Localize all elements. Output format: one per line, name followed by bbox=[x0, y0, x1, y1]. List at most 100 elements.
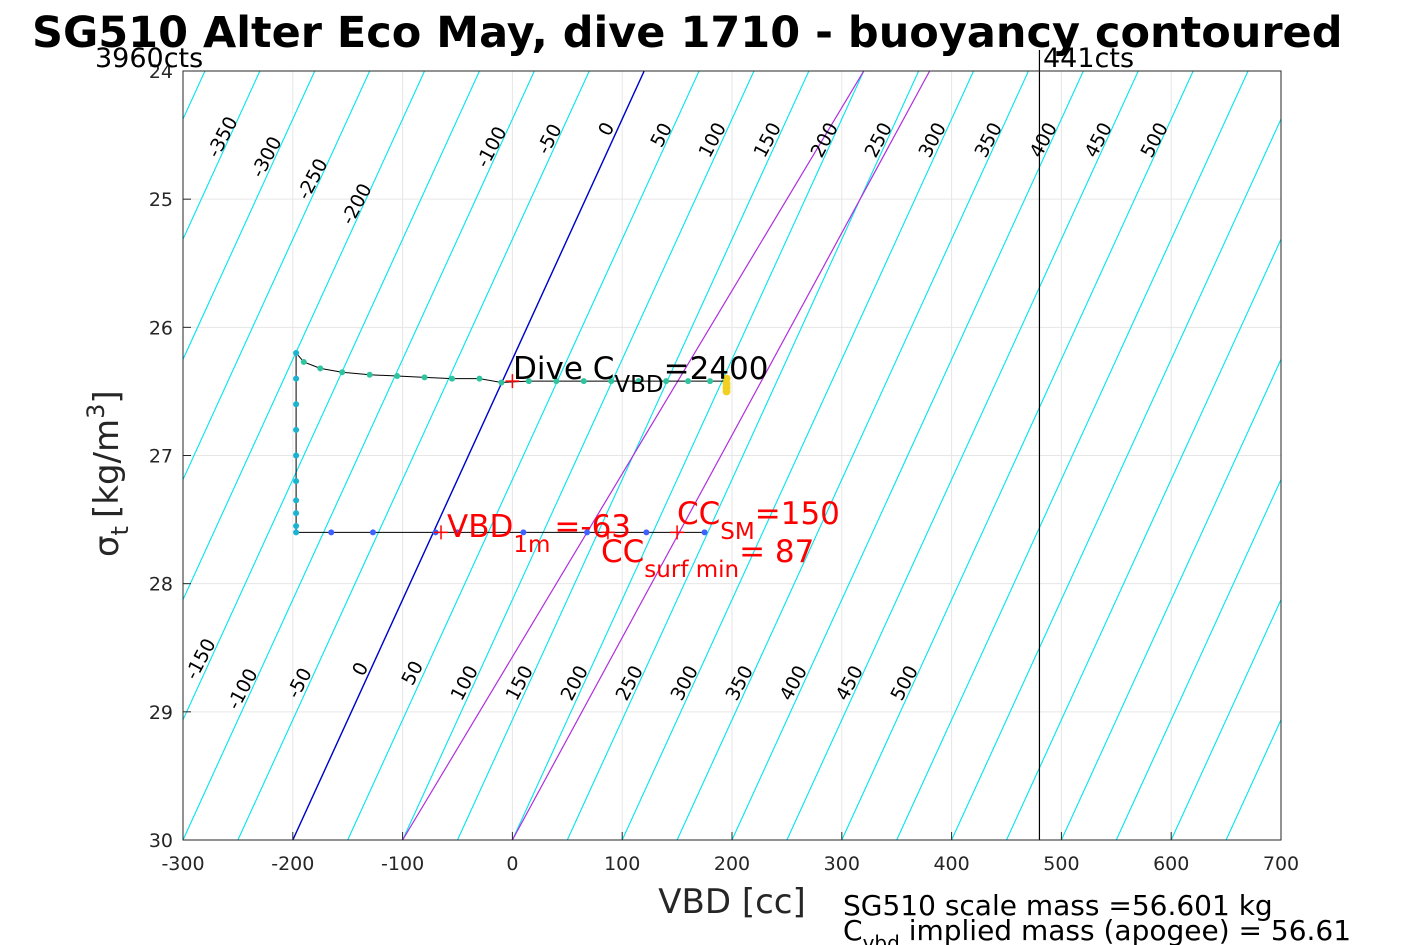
profile-point bbox=[449, 375, 456, 382]
profile-point bbox=[580, 378, 587, 385]
x-tick-label: 0 bbox=[506, 853, 518, 875]
vbd-1m-annotation: VBD1m =-63 bbox=[447, 509, 631, 558]
profile-point bbox=[293, 349, 300, 356]
profile-point bbox=[525, 378, 532, 385]
cc-sm-annotation: CCSM=150 bbox=[677, 496, 840, 545]
profile-point bbox=[293, 497, 300, 504]
profile-point bbox=[584, 529, 591, 536]
profile-point bbox=[498, 379, 505, 386]
profile-point bbox=[520, 529, 527, 536]
y-axis-label-symbol: σ bbox=[87, 535, 127, 557]
chart-title: SG510 Alter Eco May, dive 1710 - buoyanc… bbox=[32, 8, 1343, 58]
marker-vbd-1m bbox=[434, 525, 449, 540]
contour-line bbox=[951, 117, 1281, 840]
y-axis-label-sup: 3 bbox=[82, 404, 110, 419]
profile-point bbox=[701, 529, 708, 536]
profile-point bbox=[685, 378, 692, 385]
profile-point bbox=[421, 374, 428, 381]
marker-dive-cvbd bbox=[505, 374, 520, 389]
zero-buoyancy-line bbox=[292, 71, 645, 840]
y-axis-label-close: ] bbox=[87, 390, 127, 403]
x-tick-label: 200 bbox=[714, 853, 750, 875]
dive-cvbd-annotation: Dive CVBD=2400 bbox=[513, 351, 769, 398]
yellow-point bbox=[722, 387, 731, 396]
magenta-reference-line bbox=[511, 71, 931, 840]
contour-line bbox=[0, 71, 40, 840]
cc-surf-min-annotation: CCsurf min= 87 bbox=[601, 534, 814, 583]
contour-lines bbox=[0, 71, 1417, 840]
y-axis-label: σt [kg/m3] bbox=[82, 390, 134, 557]
x-tick-label: 400 bbox=[933, 853, 969, 875]
profile-point bbox=[317, 365, 324, 372]
profile-point bbox=[366, 371, 373, 378]
profile-point bbox=[293, 529, 300, 536]
y-tick-label: 28 bbox=[149, 574, 173, 596]
x-tick-label: 700 bbox=[1263, 853, 1299, 875]
x-tick-label: 300 bbox=[824, 853, 860, 875]
contour-line bbox=[0, 71, 150, 840]
implied-mass-note: Cvbd implied mass (apogee) = 56.61 bbox=[843, 914, 1351, 945]
x-tick-label: 100 bbox=[604, 853, 640, 875]
contour-line bbox=[731, 71, 1084, 840]
contour-line bbox=[786, 71, 1139, 840]
profile-point bbox=[339, 369, 346, 376]
x-tick-label: -300 bbox=[161, 853, 204, 875]
contour-line bbox=[1115, 478, 1281, 840]
marker-cc-surf-min bbox=[600, 525, 615, 540]
contour-line bbox=[1280, 838, 1281, 840]
x-axis-label: VBD [cc] bbox=[658, 882, 806, 922]
contour-line bbox=[896, 71, 1249, 840]
profile-point bbox=[293, 522, 300, 529]
x-tick-label: -200 bbox=[271, 853, 314, 875]
contour-line bbox=[1060, 358, 1281, 840]
profile-point bbox=[454, 529, 461, 536]
x-tick-label: 600 bbox=[1153, 853, 1189, 875]
profile-series bbox=[293, 349, 731, 536]
y-tick-label: 27 bbox=[149, 446, 173, 468]
profile-point bbox=[293, 452, 300, 459]
profile-point bbox=[328, 529, 335, 536]
profile-point bbox=[293, 510, 300, 517]
x-tick-label: -100 bbox=[381, 853, 424, 875]
profile-point bbox=[293, 426, 300, 433]
y-tick-label: 29 bbox=[149, 702, 173, 724]
profile-point bbox=[707, 378, 714, 385]
contour-line bbox=[1170, 598, 1281, 840]
contour-line bbox=[676, 71, 1029, 840]
contour-line bbox=[621, 71, 975, 840]
y-tick-label: 24 bbox=[149, 61, 173, 83]
profile-point bbox=[476, 375, 483, 382]
contour-line bbox=[183, 71, 535, 840]
profile-point bbox=[293, 478, 300, 485]
profile-point bbox=[394, 373, 401, 380]
y-tick-label: 30 bbox=[149, 830, 173, 852]
svg-text:σt[kg/m3]: σt [kg/m3] bbox=[82, 390, 134, 557]
axis-ticks: -300 -200 -100 0 100 200 300 400 500 600 700 24 25 26… bbox=[149, 61, 1299, 875]
profile-point bbox=[553, 378, 560, 385]
contour-line bbox=[183, 71, 316, 361]
profile-point bbox=[663, 378, 670, 385]
profile-point bbox=[643, 529, 650, 536]
profile-point bbox=[635, 378, 642, 385]
contour-line bbox=[1005, 237, 1281, 840]
profile-point bbox=[369, 529, 376, 536]
contour-line bbox=[347, 71, 700, 840]
scale-mass-note: SG510 scale mass =56.601 kg bbox=[843, 889, 1273, 922]
x-tick-label: 500 bbox=[1043, 853, 1079, 875]
y-axis-label-unit: [kg/m bbox=[87, 419, 127, 518]
y-tick-label: 26 bbox=[149, 317, 173, 339]
contour-line bbox=[402, 71, 755, 840]
profile-point bbox=[293, 375, 300, 382]
count-left: 3960cts bbox=[95, 43, 203, 74]
contour-line bbox=[183, 71, 261, 241]
annotation-markers bbox=[434, 374, 685, 540]
contour-line bbox=[183, 71, 426, 602]
magenta-reference-line bbox=[402, 71, 865, 840]
profile-line bbox=[295, 351, 727, 533]
count-right: 441cts bbox=[1043, 43, 1134, 74]
contour-line bbox=[1336, 71, 1417, 840]
profile-point bbox=[608, 378, 615, 385]
contour-line bbox=[0, 71, 95, 840]
contour-line bbox=[1391, 71, 1417, 840]
